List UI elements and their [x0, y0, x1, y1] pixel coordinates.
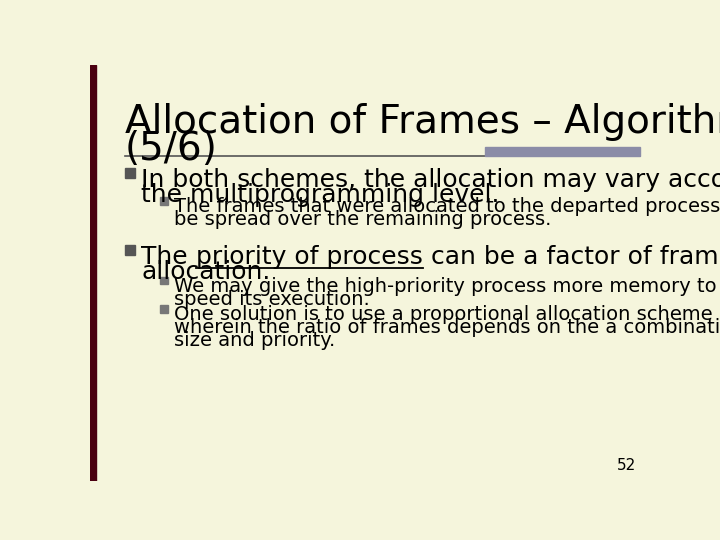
Text: wherein the ratio of frames depends on the a combination of: wherein the ratio of frames depends on t…: [174, 318, 720, 337]
Text: The frames that were allocated to the departed process can: The frames that were allocated to the de…: [174, 197, 720, 216]
Text: allocation.: allocation.: [141, 260, 271, 285]
Text: the multiprogramming level.: the multiprogramming level.: [141, 184, 500, 207]
Text: Allocation of Frames – Algorithms: Allocation of Frames – Algorithms: [125, 103, 720, 141]
Text: size and priority.: size and priority.: [174, 331, 335, 350]
Text: One solution is to use a proportional allocation scheme: One solution is to use a proportional al…: [174, 305, 712, 324]
Text: The: The: [141, 245, 196, 269]
Bar: [485, 147, 640, 156]
Bar: [160, 305, 168, 313]
Bar: [125, 245, 135, 255]
Text: priority of process: priority of process: [196, 245, 423, 269]
Bar: [90, 65, 96, 481]
Bar: [125, 168, 135, 178]
Text: (5/6): (5/6): [125, 130, 217, 168]
Text: can be a factor of frame: can be a factor of frame: [423, 245, 720, 269]
Bar: [160, 197, 168, 205]
Text: 52: 52: [617, 458, 636, 473]
Text: We may give the high-priority process more memory to: We may give the high-priority process mo…: [174, 276, 716, 295]
Text: be spread over the remaining process.: be spread over the remaining process.: [174, 211, 551, 229]
Bar: [160, 276, 168, 284]
Text: In both schemes, the allocation may vary according to: In both schemes, the allocation may vary…: [141, 168, 720, 192]
Text: speed its execution.: speed its execution.: [174, 289, 369, 309]
